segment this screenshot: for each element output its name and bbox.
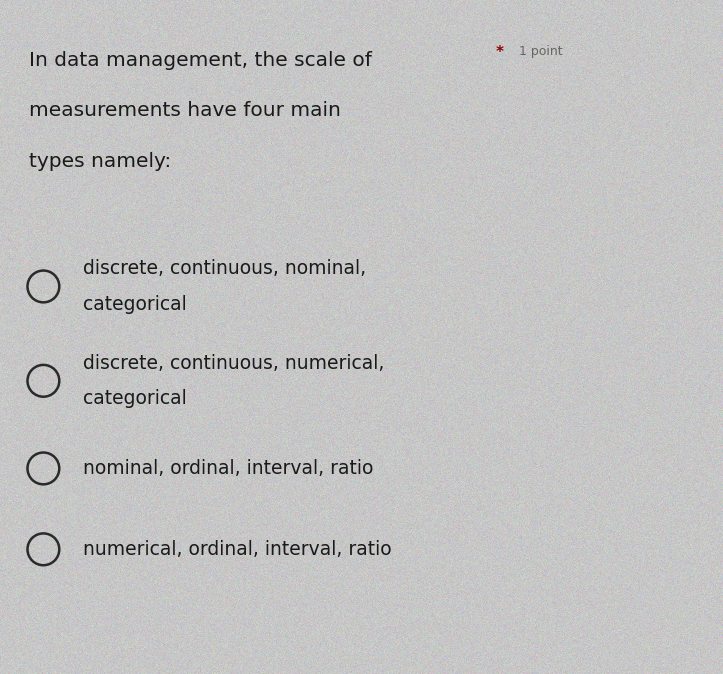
- Text: In data management, the scale of: In data management, the scale of: [29, 51, 372, 69]
- Text: discrete, continuous, numerical,: discrete, continuous, numerical,: [83, 354, 385, 373]
- Text: discrete, continuous, nominal,: discrete, continuous, nominal,: [83, 259, 367, 278]
- Text: numerical, ordinal, interval, ratio: numerical, ordinal, interval, ratio: [83, 540, 392, 559]
- Text: types namely:: types namely:: [29, 152, 171, 171]
- Text: nominal, ordinal, interval, ratio: nominal, ordinal, interval, ratio: [83, 459, 374, 478]
- Text: categorical: categorical: [83, 389, 187, 408]
- Text: categorical: categorical: [83, 295, 187, 313]
- Text: *: *: [495, 45, 503, 60]
- Text: 1 point: 1 point: [515, 45, 563, 58]
- Text: measurements have four main: measurements have four main: [29, 101, 341, 120]
